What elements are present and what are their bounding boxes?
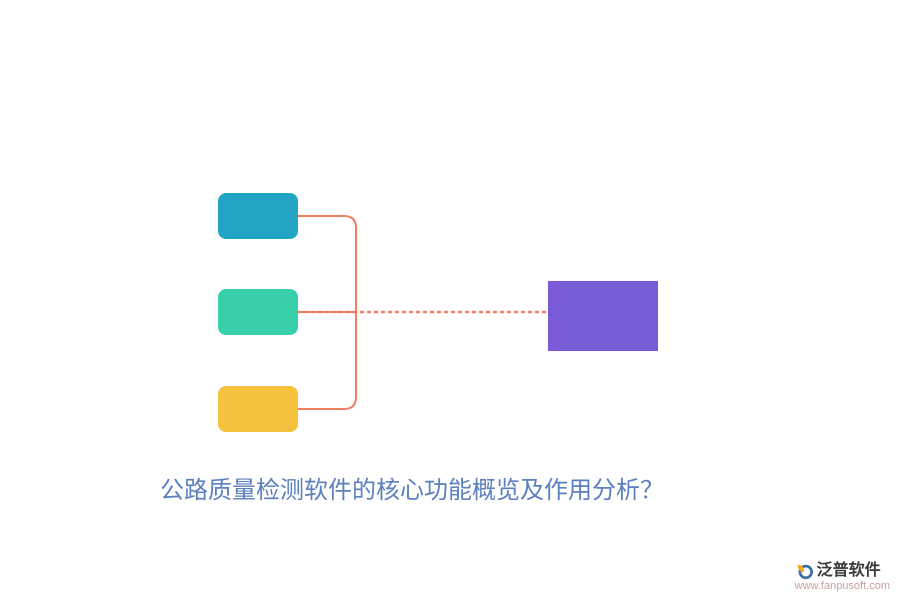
- watermark-brand: 泛普软件: [817, 562, 881, 580]
- watermark-url: www.fanpusoft.com: [795, 580, 890, 592]
- node-middle: [218, 289, 298, 335]
- diagram-caption: 公路质量检测软件的核心功能概览及作用分析？: [160, 470, 664, 505]
- node-top: [218, 193, 298, 239]
- node-bottom: [218, 386, 298, 432]
- connector-layer: [0, 0, 900, 600]
- watermark: 泛普软件 www.fanpusoft.com: [795, 562, 890, 592]
- node-right: [548, 281, 658, 351]
- bracket-connector: [298, 216, 356, 409]
- diagram-canvas: 公路质量检测软件的核心功能概览及作用分析？ 泛普软件 www.fanpusoft…: [0, 0, 900, 600]
- watermark-logo-icon: [795, 562, 813, 580]
